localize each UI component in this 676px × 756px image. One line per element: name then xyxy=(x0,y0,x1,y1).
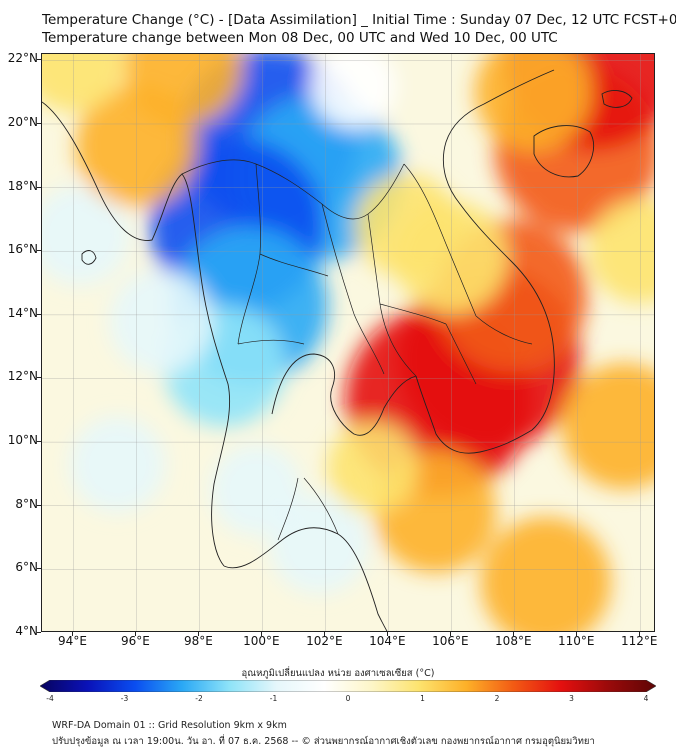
longitude-tick xyxy=(387,632,389,636)
field-anomaly-9 xyxy=(210,444,302,536)
colorbar-tick-label: -2 xyxy=(195,694,203,703)
field-anomaly-22 xyxy=(561,363,654,490)
colorbar-tick-label: 0 xyxy=(345,694,351,703)
footer-credit: ปรับปรุงข้อมูล ณ เวลา 19:00น. วัน อา. ที… xyxy=(52,736,595,747)
field-anomaly-18 xyxy=(474,54,592,151)
latitude-tick-label: 20°N xyxy=(7,114,38,129)
field-anomaly-7 xyxy=(42,185,130,286)
map-title-line-1: Temperature Change (°C) - [Data Assimila… xyxy=(42,12,676,28)
colorbar-tick-label: 2 xyxy=(494,694,500,703)
temperature-change-map xyxy=(41,53,655,632)
cambodia-vietnam-coast xyxy=(415,69,555,454)
latitude-tick-label: 6°N xyxy=(15,560,38,575)
latitude-tick xyxy=(37,441,41,443)
latitude-tick xyxy=(37,632,41,633)
longitude-tick xyxy=(261,632,263,636)
longitude-tick-label: 104°E xyxy=(369,634,406,648)
coastlines-and-borders xyxy=(42,69,633,631)
lat-lon-grid xyxy=(42,54,654,631)
myanmar-west-coast xyxy=(42,101,231,567)
latitude-tick-label: 14°N xyxy=(7,305,38,320)
longitude-tick-label: 108°E xyxy=(495,634,532,648)
latitude-tick-label: 8°N xyxy=(15,496,38,511)
colorbar-tick-label: -3 xyxy=(120,694,129,703)
field-anomaly-6 xyxy=(69,416,166,512)
map-title-line-2: Temperature change between Mon 08 Dec, 0… xyxy=(42,30,558,46)
colorbar-tick-label: 4 xyxy=(643,694,649,703)
longitude-tick xyxy=(324,632,326,636)
longitude-tick-label: 110°E xyxy=(558,634,595,648)
latitude-tick xyxy=(37,59,41,61)
latitude-tick xyxy=(37,377,41,379)
longitude-tick-label: 106°E xyxy=(432,634,469,648)
field-anomaly-24 xyxy=(42,54,126,113)
latitude-tick-label: 22°N xyxy=(7,51,38,66)
field-anomaly-19 xyxy=(355,173,460,278)
latitude-tick xyxy=(37,504,41,506)
latitude-tick xyxy=(37,186,41,188)
islands xyxy=(81,90,633,265)
longitude-tick-label: 96°E xyxy=(121,634,150,648)
temperature-field xyxy=(42,54,654,631)
field-anomaly-8 xyxy=(269,494,369,594)
colorbar-tick-label: 3 xyxy=(569,694,574,703)
field-anomaly-5 xyxy=(109,269,214,374)
footer-model-info: WRF-DA Domain 01 :: Grid Resolution 9km … xyxy=(52,720,287,731)
latitude-tick-label: 18°N xyxy=(7,178,38,193)
longitude-tick-label: 100°E xyxy=(243,634,280,648)
colorbar-tick-label: -1 xyxy=(269,694,278,703)
longitude-tick xyxy=(72,632,74,636)
longitude-tick-label: 102°E xyxy=(306,634,343,648)
longitude-tick xyxy=(135,632,137,636)
country-borders xyxy=(181,159,533,385)
longitude-tick-label: 98°E xyxy=(183,634,213,648)
latitude-tick xyxy=(37,568,41,570)
malay-peninsula-borders xyxy=(277,477,339,541)
latitude-tick-label: 12°N xyxy=(7,369,38,384)
latitude-tick xyxy=(37,250,41,252)
longitude-tick-label: 112°E xyxy=(621,634,658,648)
field-anomaly-21 xyxy=(480,516,611,631)
latitude-tick-label: 16°N xyxy=(7,242,38,257)
gulf-of-thailand-north xyxy=(271,353,417,436)
field-anomaly-23 xyxy=(125,54,243,126)
latitude-tick-label: 4°N xyxy=(15,624,38,638)
longitude-tick-label: 94°E xyxy=(58,634,87,648)
colorbar-tick-label: 1 xyxy=(420,694,425,703)
colorbar-tick-label: -4 xyxy=(46,694,54,703)
colorbar-title: อุณหภูมิเปลี่ยนแปลง หน่วย องศาเซลเซียส (… xyxy=(241,668,435,679)
longitude-tick xyxy=(576,632,578,636)
longitude-tick xyxy=(198,632,200,636)
longitude-tick xyxy=(513,632,515,636)
gulf-of-thailand-west xyxy=(223,527,388,631)
field-anomaly-10 xyxy=(310,54,397,130)
map-canvas xyxy=(42,54,654,631)
longitude-tick xyxy=(639,632,641,636)
field-anomaly-25 xyxy=(327,422,419,513)
latitude-tick-label: 10°N xyxy=(7,433,38,448)
hainan-island xyxy=(533,125,594,178)
longitude-tick xyxy=(450,632,452,636)
latitude-tick xyxy=(37,313,41,315)
latitude-tick xyxy=(37,122,41,124)
colorbar-bar xyxy=(40,680,656,692)
colorbar xyxy=(40,680,656,692)
